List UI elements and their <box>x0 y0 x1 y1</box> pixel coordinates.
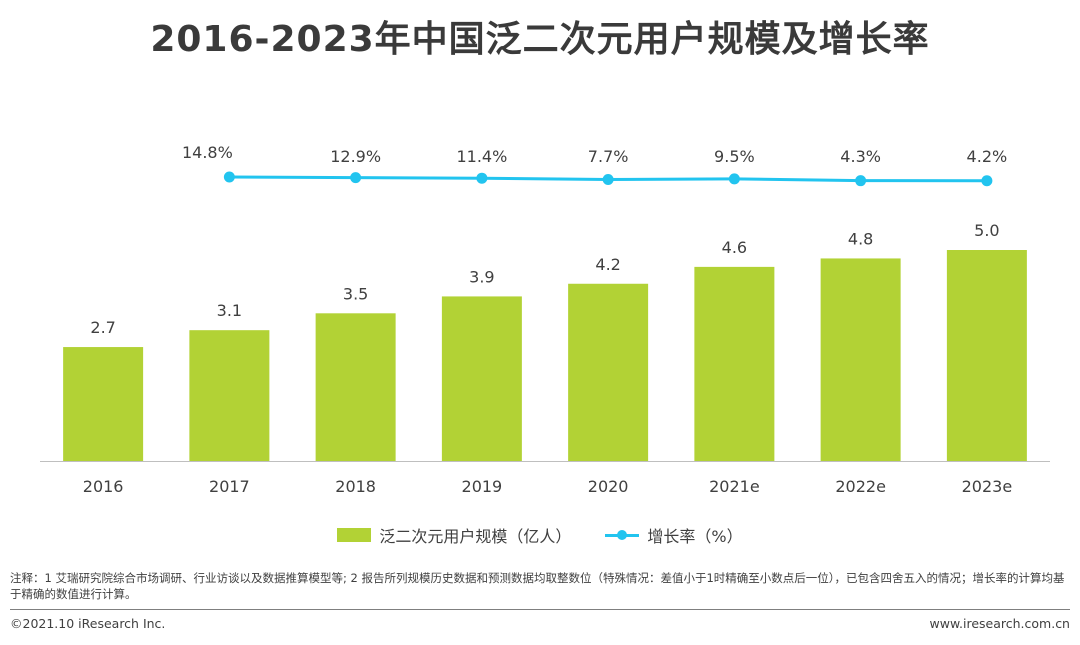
x-tick-label: 2021e <box>709 477 760 496</box>
x-tick-label: 2019 <box>462 477 503 496</box>
bar-value-label: 5.0 <box>974 221 999 240</box>
bar <box>568 283 649 461</box>
legend: 泛二次元用户规模（亿人） 增长率（%） <box>0 523 1080 547</box>
bar-value-label: 4.6 <box>722 238 747 257</box>
growth-rate-label: 4.3% <box>840 147 881 166</box>
growth-rate-label: 12.9% <box>330 147 381 166</box>
growth-rate-point <box>728 173 740 185</box>
x-tick-label: 2020 <box>588 477 629 496</box>
x-tick-label: 2016 <box>83 477 124 496</box>
growth-rate-point <box>855 175 867 187</box>
bar <box>63 347 144 461</box>
copyright: ©2021.10 iResearch Inc. <box>10 616 166 631</box>
bar <box>694 266 775 461</box>
x-tick-label: 2023e <box>962 477 1013 496</box>
growth-rate-label: 9.5% <box>714 147 755 166</box>
chart-note: 注释：1 艾瑞研究院综合市场调研、行业访谈以及数据推算模型等; 2 报告所列规模… <box>10 571 1065 601</box>
bar <box>441 296 522 461</box>
footer: ©2021.10 iResearch Inc. www.iresearch.co… <box>10 616 1070 631</box>
growth-rate-point <box>602 173 614 185</box>
chart: 2.7 3.1 3.5 3.9 4.2 4.6 4.8 5.0 2016 2017 2018 2019… <box>40 143 1050 496</box>
bar-value-label: 4.8 <box>848 229 873 248</box>
bar <box>946 250 1027 461</box>
growth-rate-label: 11.4% <box>456 147 507 166</box>
growth-rate-point <box>476 172 488 184</box>
growth-rate-point <box>223 171 235 183</box>
bar-value-label: 3.5 <box>343 284 368 303</box>
legend-label-line: 增长率（%） <box>647 527 743 546</box>
x-tick-label: 2018 <box>335 477 376 496</box>
bar-value-label: 2.7 <box>90 318 115 337</box>
bar <box>189 330 270 461</box>
bar-value-label: 4.2 <box>595 255 620 274</box>
bar <box>820 258 901 461</box>
bar-value-label: 3.1 <box>217 301 242 320</box>
bar <box>315 313 396 461</box>
legend-item-bar: 泛二次元用户规模（亿人） <box>337 523 571 547</box>
growth-rate-label: 14.8% <box>182 143 233 162</box>
x-tick-label: 2022e <box>835 477 886 496</box>
legend-item-line: 增长率（%） <box>605 523 743 547</box>
growth-rate-point <box>981 175 993 187</box>
bar-value-label: 3.9 <box>469 267 494 286</box>
growth-rate-point <box>350 172 362 184</box>
legend-label-bar: 泛二次元用户规模（亿人） <box>379 527 572 546</box>
website-link[interactable]: www.iresearch.com.cn <box>929 616 1071 631</box>
growth-rate-label: 7.7% <box>588 147 629 166</box>
page-title: 2016-2023年中国泛二次元用户规模及增长率 <box>150 19 930 60</box>
footer-divider <box>10 609 1070 610</box>
legend-swatch-line <box>605 528 640 542</box>
legend-swatch-bar <box>337 528 372 542</box>
growth-rate-label: 4.2% <box>967 147 1008 166</box>
x-tick-label: 2017 <box>209 477 250 496</box>
